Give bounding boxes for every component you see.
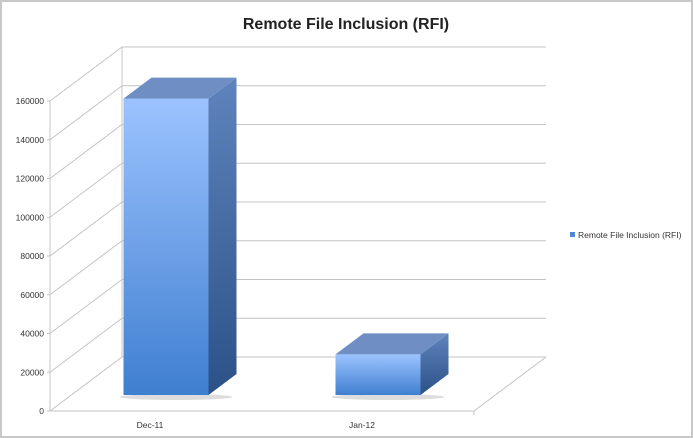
gridline-side <box>49 279 123 334</box>
bar-shadow <box>331 394 445 400</box>
gridline-side <box>49 356 123 412</box>
legend: Remote File Inclusion (RFI) <box>570 230 682 240</box>
bar-top <box>123 77 237 99</box>
y-tick-label: 100000 <box>16 212 45 222</box>
y-tick-label: 80000 <box>20 251 44 261</box>
y-tick-label: 120000 <box>16 174 45 184</box>
y-tick-label: 60000 <box>20 290 44 300</box>
bar-shadow <box>119 394 233 400</box>
y-tick-label: 140000 <box>16 135 45 145</box>
bar-front <box>123 98 209 395</box>
legend-label: Remote File Inclusion (RFI) <box>578 230 682 240</box>
gridline-side <box>49 317 123 373</box>
x-tick-label: Dec-11 <box>137 420 164 430</box>
x-tick-label: Jan-12 <box>349 420 375 430</box>
y-tick-label: 40000 <box>20 329 44 339</box>
bar-side <box>420 333 449 395</box>
gridline-side <box>49 240 123 296</box>
y-tick-label: 0 <box>39 406 44 416</box>
gridline-side <box>49 201 123 257</box>
y-tick-label: 160000 <box>16 96 45 106</box>
gridline-side <box>49 162 123 218</box>
bar-front <box>335 354 421 395</box>
gridline-side <box>49 46 123 102</box>
bar-side <box>208 77 237 395</box>
bar-top <box>335 333 449 355</box>
gridline-side <box>49 124 123 179</box>
gridline-side <box>49 85 123 141</box>
y-tick-label: 20000 <box>20 367 44 377</box>
legend-swatch <box>570 232 575 237</box>
chart-title: Remote File Inclusion (RFI) <box>243 16 449 33</box>
floor-right-edge <box>473 356 547 412</box>
